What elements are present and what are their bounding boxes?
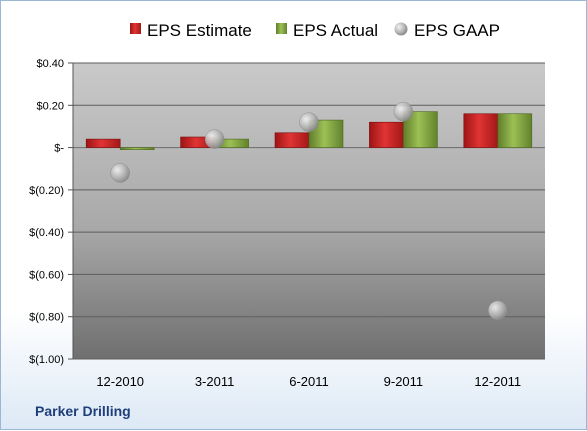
legend-swatch-gaap <box>394 22 408 36</box>
x-tick-label: 6-2011 <box>289 374 329 389</box>
gaap-markers <box>110 101 508 321</box>
y-tick-label: $0.20 <box>36 100 64 112</box>
x-tick-label: 3-2011 <box>195 374 235 389</box>
estimate-bar <box>274 132 310 148</box>
legend-swatch-actual <box>276 23 287 34</box>
x-tick-label: 9-2011 <box>384 374 424 389</box>
y-tick-label: $0.40 <box>36 58 64 70</box>
gaap-marker <box>299 112 319 132</box>
legend-label-gaap: EPS GAAP <box>414 21 500 40</box>
y-tick-label: $(0.20) <box>29 185 64 197</box>
legend-swatch-estimate <box>130 23 141 34</box>
estimate-bar <box>369 121 404 148</box>
legend: EPS Estimate EPS Actual EPS GAAP <box>130 21 500 40</box>
actual-bar <box>497 113 533 148</box>
x-axis: 12-2010 3-2011 6-2011 9-2011 12-2011 <box>96 374 521 389</box>
legend-item-gaap: EPS GAAP <box>394 21 500 40</box>
y-tick-label: $(0.80) <box>29 312 64 324</box>
x-tick-label: 12-2010 <box>96 374 144 389</box>
gaap-marker <box>110 163 130 183</box>
actual-bar <box>119 147 155 150</box>
legend-item-estimate: EPS Estimate <box>130 21 252 40</box>
gaap-marker <box>204 129 225 149</box>
gaap-marker <box>488 300 508 321</box>
estimate-bar <box>463 113 499 148</box>
y-tick-label: $(0.60) <box>29 269 64 281</box>
y-tick-label: $- <box>54 143 64 155</box>
x-tick-label: 12-2011 <box>474 374 521 389</box>
y-axis: $0.40 $0.20 $- $(0.20) $(0.40) $(0.60) $(0.80)… <box>29 58 74 366</box>
plot-area <box>73 63 545 359</box>
y-tick-label: $(0.40) <box>29 227 64 239</box>
gaap-marker <box>393 101 414 122</box>
company-name: Parker Drilling <box>35 403 131 419</box>
estimate-bar <box>85 138 121 148</box>
y-tick-label: $(1.00) <box>29 354 64 366</box>
legend-label-estimate: EPS Estimate <box>147 21 252 40</box>
legend-item-actual: EPS Actual <box>276 21 378 40</box>
legend-label-actual: EPS Actual <box>293 21 378 40</box>
bars <box>85 111 533 150</box>
